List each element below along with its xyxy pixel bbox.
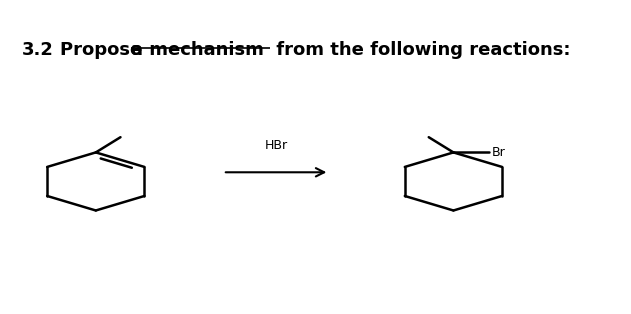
Text: 3.2: 3.2 xyxy=(22,41,54,59)
Text: a mechanism: a mechanism xyxy=(131,41,264,59)
Text: Br: Br xyxy=(492,146,505,159)
Text: HBr: HBr xyxy=(264,139,288,152)
Text: from the following reactions:: from the following reactions: xyxy=(270,41,570,59)
Text: Propose: Propose xyxy=(61,41,149,59)
